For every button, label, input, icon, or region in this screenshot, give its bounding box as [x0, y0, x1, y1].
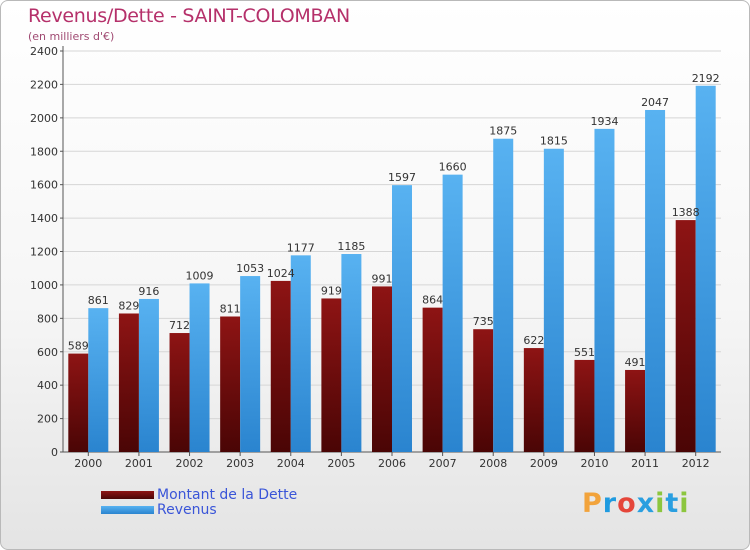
bar-debt-2001: [118, 313, 139, 452]
label-debt-2012: 1388: [672, 206, 700, 219]
label-debt-2002: 712: [169, 319, 190, 332]
x-tick-label-2001: 2001: [125, 457, 153, 470]
label-debt-2005: 919: [321, 284, 342, 297]
bar-debt-2007: [422, 307, 443, 452]
label-revenue-2011: 2047: [641, 96, 669, 109]
y-tick-label-400: 400: [37, 379, 58, 392]
bar-debt-2011: [625, 369, 646, 452]
x-tick-label-2012: 2012: [682, 457, 710, 470]
label-revenue-2004: 1177: [287, 241, 315, 254]
chart-title: Revenus/Dette - SAINT-COLOMBAN: [28, 5, 350, 27]
x-tick-label-2011: 2011: [631, 457, 659, 470]
bar-debt-2009: [523, 348, 544, 452]
bar-debt-2004: [270, 280, 291, 452]
x-tick-label-2003: 2003: [226, 457, 254, 470]
label-debt-2000: 589: [68, 340, 89, 353]
x-tick-label-2000: 2000: [74, 457, 102, 470]
bar-revenue-2011: [645, 109, 666, 453]
legend-item-debt: Montant de la Dette: [101, 487, 298, 503]
bar-revenue-2010: [594, 128, 615, 452]
label-debt-2007: 864: [422, 294, 443, 307]
bar-revenue-2009: [543, 148, 564, 452]
bar-debt-2003: [220, 316, 241, 452]
bar-revenue-2004: [290, 255, 311, 452]
chart-subtitle: (en milliers d'€): [28, 30, 115, 43]
label-revenue-2010: 1934: [590, 115, 618, 128]
y-tick-label-0: 0: [51, 446, 58, 459]
x-tick-label-2007: 2007: [429, 457, 457, 470]
bar-debt-2005: [321, 298, 342, 452]
bar-debt-2006: [372, 286, 392, 452]
bar-revenue-2003: [240, 276, 261, 452]
label-debt-2008: 735: [473, 315, 494, 328]
label-revenue-2000: 861: [88, 294, 109, 307]
y-tick-label-2400: 2400: [30, 45, 58, 58]
bar-revenue-2000: [88, 308, 109, 452]
bar-revenue-2005: [341, 254, 362, 452]
bars: [68, 85, 716, 453]
legend-swatch-revenue: [101, 506, 154, 514]
x-tick-label-2002: 2002: [176, 457, 204, 470]
bar-debt-2010: [574, 359, 595, 452]
label-revenue-2006: 1597: [388, 171, 416, 184]
label-revenue-2005: 1185: [337, 240, 365, 253]
legend-swatch-debt: [101, 491, 154, 499]
bar-debt-2012: [675, 220, 696, 452]
legend-label-debt: Montant de la Dette: [157, 487, 298, 503]
y-tick-label-1800: 1800: [30, 145, 58, 158]
label-debt-2004: 1024: [267, 267, 295, 280]
bar-revenue-2001: [138, 298, 159, 452]
bar-revenue-2007: [442, 174, 463, 452]
label-revenue-2008: 1875: [489, 125, 517, 138]
x-tick-label-2006: 2006: [378, 457, 406, 470]
bar-revenue-2002: [189, 283, 210, 452]
bar-revenue-2012: [695, 85, 716, 453]
label-debt-2010: 551: [574, 346, 595, 359]
bar-revenue-2008: [493, 138, 514, 452]
y-tick-label-2200: 2200: [30, 78, 58, 91]
label-debt-2001: 829: [118, 299, 139, 312]
y-tick-label-1200: 1200: [30, 246, 58, 259]
bar-debt-2008: [473, 329, 494, 452]
legend-label-revenue: Revenus: [157, 502, 217, 518]
y-tick-label-200: 200: [37, 413, 58, 426]
label-revenue-2002: 1009: [186, 269, 214, 282]
bar-debt-2002: [169, 333, 190, 452]
label-revenue-2003: 1053: [236, 262, 264, 275]
y-tick-label-1600: 1600: [30, 179, 58, 192]
x-tick-label-2008: 2008: [479, 457, 507, 470]
x-tick-label-2010: 2010: [580, 457, 608, 470]
y-tick-label-2000: 2000: [30, 112, 58, 125]
bar-debt-2000: [68, 353, 89, 452]
x-tick-label-2005: 2005: [327, 457, 355, 470]
label-revenue-2001: 916: [138, 285, 159, 298]
legend-item-revenue: Revenus: [101, 502, 217, 518]
label-revenue-2009: 1815: [540, 135, 568, 148]
bar-revenue-2006: [392, 185, 412, 453]
x-tick-label-2009: 2009: [530, 457, 558, 470]
y-tick-label-1400: 1400: [30, 212, 58, 225]
label-debt-2003: 811: [220, 302, 241, 315]
label-revenue-2012: 2192: [692, 72, 720, 85]
x-tick-label-2004: 2004: [277, 457, 305, 470]
label-debt-2006: 991: [372, 272, 393, 285]
y-tick-label-1000: 1000: [30, 279, 58, 292]
label-debt-2009: 622: [523, 334, 544, 347]
label-revenue-2007: 1660: [439, 161, 467, 174]
y-tick-label-600: 600: [37, 346, 58, 359]
y-tick-label-800: 800: [37, 312, 58, 325]
label-debt-2011: 491: [625, 356, 646, 369]
proxiti-logo: Proxiti: [582, 488, 690, 519]
